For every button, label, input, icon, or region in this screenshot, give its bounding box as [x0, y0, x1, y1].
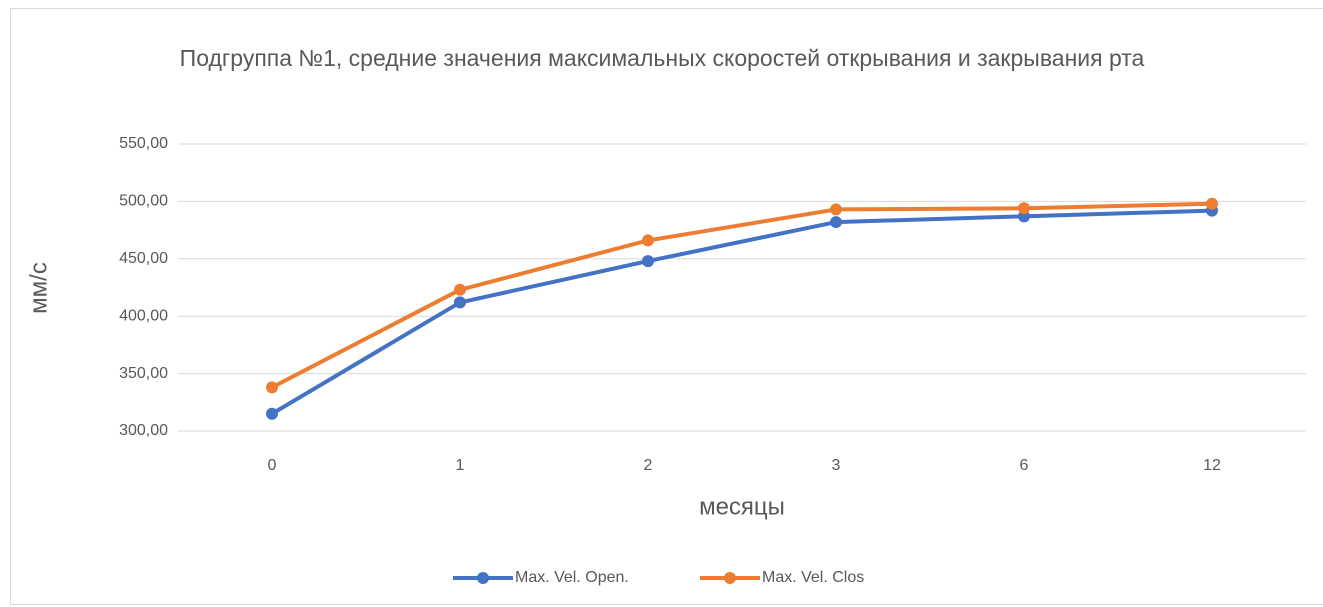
y-tick-label: 550,00 — [119, 135, 168, 152]
x-tick-label: 0 — [268, 457, 277, 474]
data-point — [1018, 202, 1030, 215]
y-tick-label: 500,00 — [119, 193, 168, 210]
legend-marker — [724, 572, 736, 584]
data-point — [266, 381, 278, 394]
legend-label: Max. Vel. Clos — [762, 569, 864, 586]
y-tick-label: 300,00 — [119, 422, 168, 439]
x-tick-label: 3 — [832, 457, 841, 474]
x-tick-label: 12 — [1203, 457, 1221, 474]
y-tick-label: 400,00 — [119, 307, 168, 324]
x-tick-label: 2 — [644, 457, 653, 474]
legend-marker — [477, 572, 489, 584]
data-point — [454, 283, 466, 296]
x-tick-label: 6 — [1020, 457, 1029, 474]
data-point — [830, 203, 842, 216]
series-line — [271, 201, 1213, 390]
data-point — [266, 407, 278, 420]
data-point — [454, 296, 466, 309]
chart-title: Подгруппа №1, средние значения максималь… — [179, 45, 1145, 71]
y-axis-label: мм/с — [25, 262, 52, 314]
x-tick-label: 1 — [456, 457, 465, 474]
data-point — [642, 234, 654, 247]
x-axis-label: месяцы — [699, 493, 785, 520]
chart-border — [10, 8, 1323, 605]
data-point — [1206, 197, 1218, 210]
data-point — [642, 255, 654, 268]
y-tick-label: 450,00 — [119, 250, 168, 267]
series-line — [270, 208, 1213, 416]
y-tick-label: 350,00 — [119, 365, 168, 382]
legend-label: Max. Vel. Open. — [515, 569, 629, 586]
data-point — [830, 216, 842, 229]
